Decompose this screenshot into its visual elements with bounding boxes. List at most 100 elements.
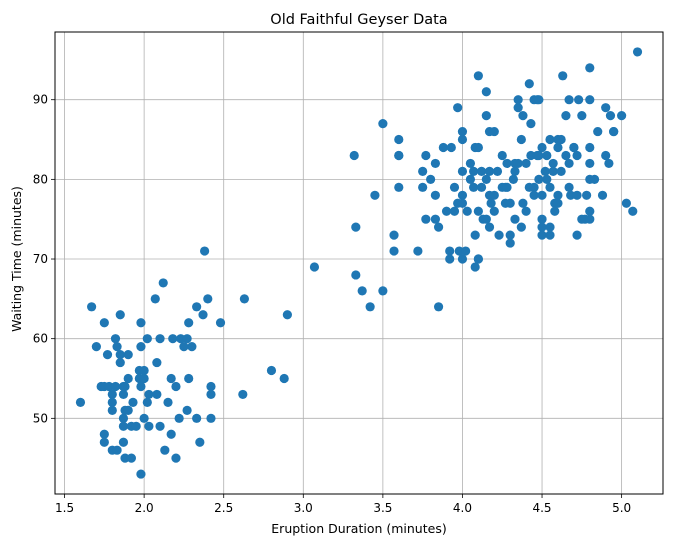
y-tick-label: 80 xyxy=(33,172,48,186)
scatter-point xyxy=(572,150,582,161)
scatter-point xyxy=(187,342,197,352)
scatter-point xyxy=(550,206,560,216)
scatter-point xyxy=(508,174,518,184)
scatter-point xyxy=(445,246,455,256)
scatter-point xyxy=(537,190,547,200)
scatter-point xyxy=(473,142,483,153)
scatter-point xyxy=(238,389,248,400)
scatter-point xyxy=(518,111,528,121)
scatter-point xyxy=(378,286,388,296)
scatter-point xyxy=(518,198,528,208)
scatter-point xyxy=(529,190,539,200)
scatter-point xyxy=(118,413,129,423)
scatter-point xyxy=(282,310,292,320)
scatter-point xyxy=(470,230,480,240)
scatter-point xyxy=(537,230,547,240)
scatter-point xyxy=(115,310,125,320)
scatter-point xyxy=(632,47,643,57)
scatter-point xyxy=(481,214,491,224)
scatter-point xyxy=(556,166,566,176)
scatter-point xyxy=(521,158,531,169)
scatter-point xyxy=(182,405,192,415)
scatter-point xyxy=(510,214,520,224)
scatter-point xyxy=(516,222,526,232)
scatter-point xyxy=(394,182,404,192)
scatter-point xyxy=(524,79,534,89)
scatter-point xyxy=(593,126,603,137)
scatter-point xyxy=(107,397,117,407)
scatter-point xyxy=(182,334,192,344)
y-axis-label: Waiting Time (minutes) xyxy=(9,186,24,332)
scatter-point xyxy=(484,166,495,176)
scatter-point xyxy=(351,222,361,232)
scatter-point xyxy=(489,190,499,200)
scatter-point xyxy=(564,158,574,169)
scatter-point xyxy=(489,126,499,137)
scatter-point xyxy=(152,357,162,368)
scatter-point xyxy=(75,397,86,407)
scatter-point xyxy=(160,445,170,455)
scatter-point xyxy=(468,182,479,192)
scatter-point xyxy=(144,389,154,400)
x-axis-ticks: 1.5 2.0 2.5 3.0 3.5 4.0 4.5 5.0 xyxy=(55,494,631,515)
scatter-point xyxy=(166,429,176,439)
scatter-point xyxy=(489,206,499,216)
scatter-point xyxy=(123,350,133,360)
scatter-point xyxy=(99,437,109,447)
scatter-point xyxy=(502,158,512,169)
scatter-point xyxy=(107,389,117,400)
scatter-point xyxy=(572,230,582,240)
scatter-point xyxy=(548,158,558,169)
x-tick-label: 2.5 xyxy=(214,501,233,515)
scatter-point xyxy=(589,174,600,184)
scatter-point xyxy=(601,103,611,113)
scatter-point xyxy=(446,142,456,153)
scatter-point xyxy=(473,254,483,264)
scatter-point xyxy=(545,222,555,232)
scatter-point xyxy=(102,350,113,360)
x-axis-label: Eruption Duration (minutes) xyxy=(271,521,446,536)
scatter-point xyxy=(510,166,520,176)
scatter-point xyxy=(192,413,202,423)
scatter-point xyxy=(139,413,149,423)
scatter-point xyxy=(553,198,563,208)
scatter-point xyxy=(561,150,571,161)
scatter-point xyxy=(481,111,491,121)
scatter-point xyxy=(470,262,480,272)
scatter-point xyxy=(123,405,133,415)
scatter-point xyxy=(195,437,205,447)
scatter-point xyxy=(621,198,631,208)
scatter-point xyxy=(430,158,440,169)
scatter-point xyxy=(142,334,152,344)
scatter-point xyxy=(389,230,399,240)
scatter-point xyxy=(513,95,523,105)
scatter-point xyxy=(171,381,181,392)
scatter-point xyxy=(481,87,491,97)
scatter-point xyxy=(505,238,515,248)
scatter-point xyxy=(465,174,476,184)
scatter-point xyxy=(206,381,216,392)
scatter-point xyxy=(433,222,444,232)
scatter-point xyxy=(473,206,483,216)
scatter-point xyxy=(445,254,455,264)
scatter-point xyxy=(174,413,184,423)
scatter-point xyxy=(542,174,552,184)
scatter-point xyxy=(462,206,472,216)
scatter-point xyxy=(200,246,210,256)
scatter-point xyxy=(484,222,495,232)
scatter-point xyxy=(91,342,101,352)
scatter-point xyxy=(418,166,428,176)
scatter-point xyxy=(604,158,614,169)
scatter-point xyxy=(430,214,440,224)
scatter-point xyxy=(569,142,579,153)
y-tick-label: 90 xyxy=(33,93,48,107)
scatter-point xyxy=(112,445,122,455)
scatter-point xyxy=(118,389,129,400)
scatter-point xyxy=(548,166,558,176)
scatter-point xyxy=(438,142,448,153)
scatter-point xyxy=(179,342,189,352)
scatter-point xyxy=(534,150,544,161)
x-tick-label: 3.0 xyxy=(294,501,313,515)
scatter-point xyxy=(502,182,512,192)
scatter-point xyxy=(112,342,122,352)
